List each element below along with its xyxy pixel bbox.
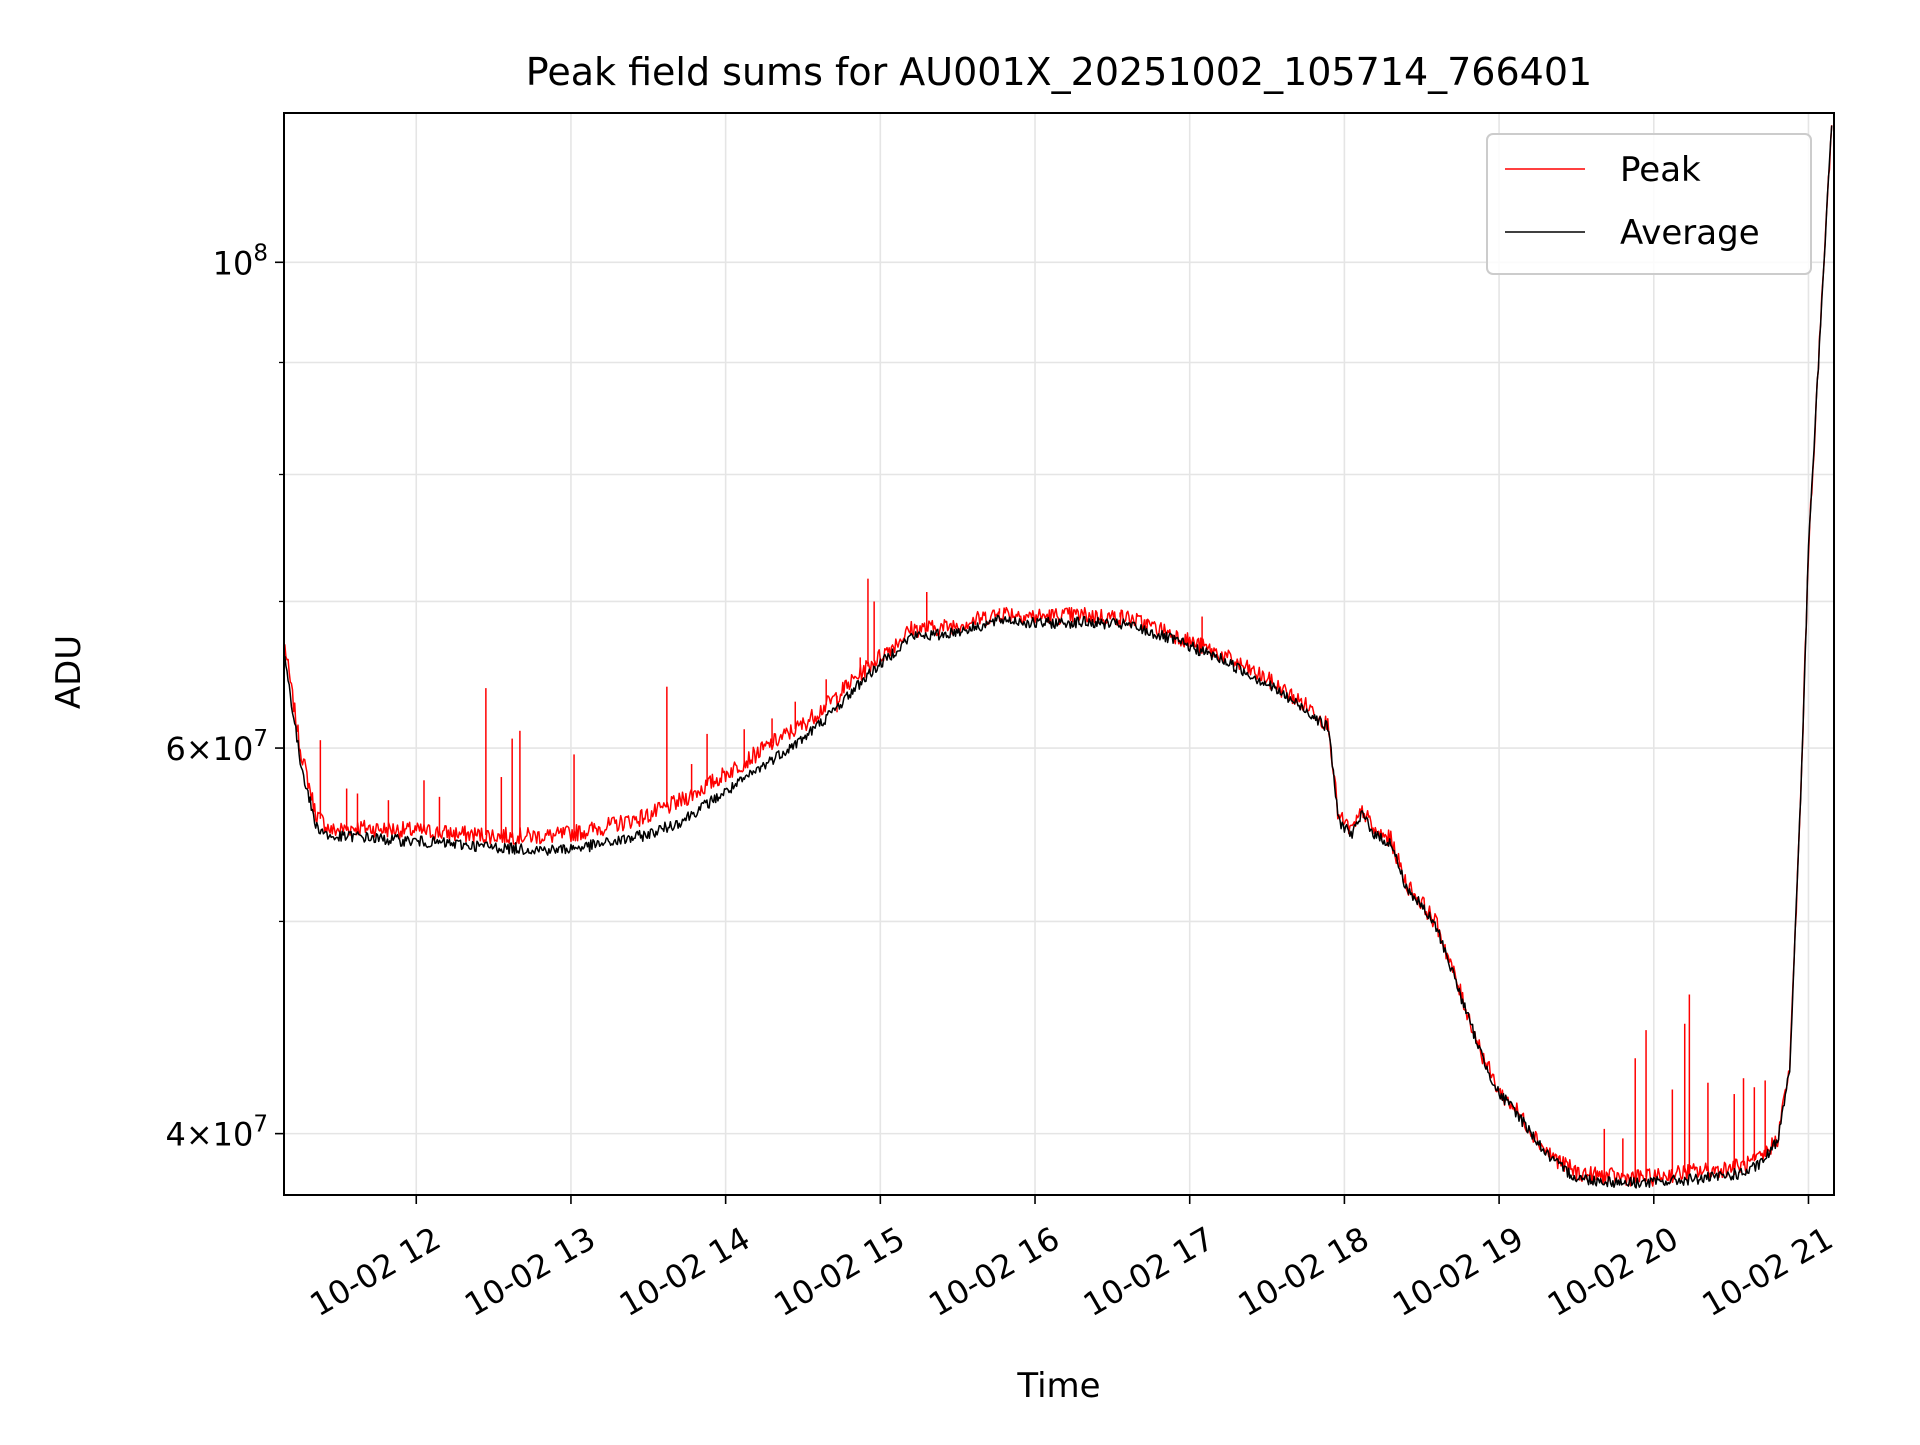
series-layer (284, 125, 1833, 1189)
legend-peak-label: Peak (1620, 150, 1701, 190)
series-line-peak (284, 125, 1833, 1187)
legend: Peak Average (1486, 133, 1812, 275)
x-axis-label: Time (1016, 1366, 1100, 1406)
y-tick-label: 4×107 (165, 1112, 268, 1154)
y-tick-label: 108 (213, 240, 268, 282)
chart-title: Peak field sums for AU001X_20251002_1057… (526, 50, 1592, 94)
plot-frame (283, 112, 1835, 1196)
series-line-average (284, 125, 1833, 1189)
y-axis-label: ADU (49, 635, 89, 709)
y-tick-label: 6×107 (165, 726, 268, 768)
grid (284, 113, 1834, 1195)
legend-average-label: Average (1620, 213, 1760, 253)
